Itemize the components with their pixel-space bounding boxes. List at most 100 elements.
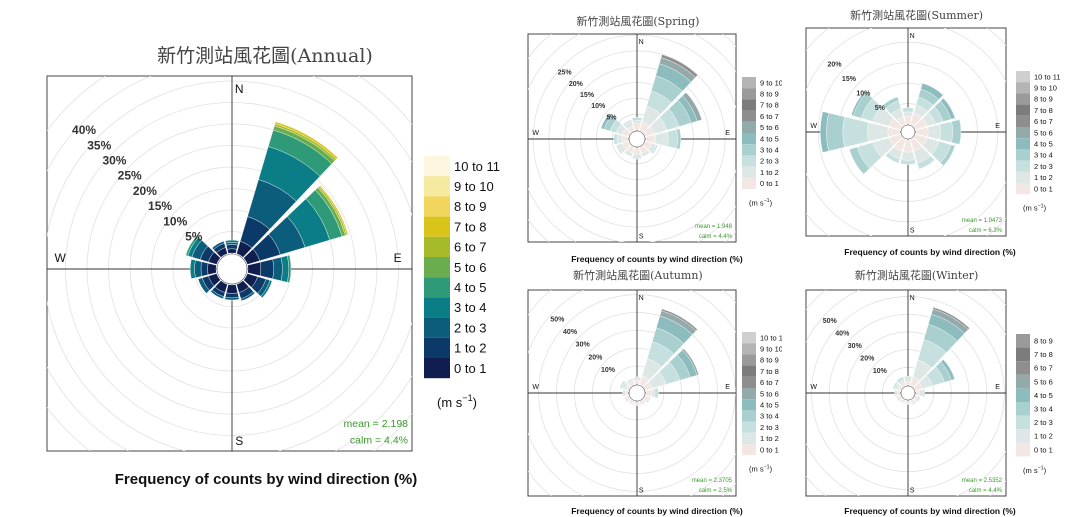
legend-unit-sup: −1 xyxy=(764,464,770,470)
legend-unit-tail: ) xyxy=(473,395,477,410)
sector-150 xyxy=(910,398,917,406)
wedge-bin-2 xyxy=(902,107,914,113)
wedge-bin-1 xyxy=(645,396,651,404)
wedge-bin-3 xyxy=(940,144,956,166)
sector-90 xyxy=(247,255,292,283)
wedge-bin-6 xyxy=(660,54,698,78)
wedge-bin-1 xyxy=(616,134,623,144)
legend-swatch xyxy=(424,236,450,257)
legend-swatch xyxy=(1016,361,1030,375)
direction-label-s: S xyxy=(235,434,243,448)
calm-circle xyxy=(628,130,646,148)
ring-label: 10% xyxy=(591,103,606,110)
sector-240 xyxy=(849,134,903,175)
legend-swatch xyxy=(742,155,756,167)
wedge-bin-0 xyxy=(633,147,641,155)
legend-swatch xyxy=(742,332,756,344)
chart-caption: Frequency of counts by wind direction (%… xyxy=(844,506,1016,516)
wedge-bin-1 xyxy=(632,153,642,160)
sector-30 xyxy=(910,307,970,388)
legend-label: 3 to 4 xyxy=(760,412,779,421)
plot-area: 5%10%15%20%25% 30%35%40% xyxy=(47,76,412,451)
wedge-bin-4 xyxy=(820,111,829,153)
wedge-bin-2 xyxy=(194,260,203,278)
plot-area: 10% 20% 30% 40% 50% xyxy=(528,290,736,496)
ring-label: 15% xyxy=(842,76,857,83)
sector-210 xyxy=(624,145,635,157)
legend-swatch xyxy=(424,297,450,318)
legend-swatch xyxy=(1016,160,1030,172)
wedge-bin-1 xyxy=(259,259,274,279)
sector-180 xyxy=(900,139,916,165)
legend-unit-tail: ) xyxy=(770,199,773,208)
legend-swatch xyxy=(424,196,450,217)
calm-circle xyxy=(216,253,248,285)
sector-180 xyxy=(632,147,642,160)
legend-swatch xyxy=(742,354,756,366)
legend-label: 0 to 1 xyxy=(1034,184,1053,193)
legend-label: 1 to 2 xyxy=(760,434,779,443)
legend-swatch xyxy=(742,388,756,400)
ring-label: 40% xyxy=(563,329,578,336)
ring-label: 20% xyxy=(860,355,875,362)
wedge-bin-0 xyxy=(905,400,911,404)
wedge-bin-3 xyxy=(190,259,196,279)
sector-300 xyxy=(600,112,631,137)
legend-swatch xyxy=(1016,183,1030,195)
legend-swatch xyxy=(424,216,450,237)
ring-label: 10% xyxy=(856,90,871,97)
legend-label: 4 to 5 xyxy=(1034,140,1053,149)
ring-label: 10% xyxy=(873,368,888,375)
sector-210 xyxy=(210,280,228,299)
legend-label: 10 to 11 xyxy=(1034,72,1061,81)
sector-330 xyxy=(882,96,906,127)
wedge-bin-1 xyxy=(905,403,911,405)
wedge-bin-1 xyxy=(640,401,646,406)
legend-label: 9 to 10 xyxy=(454,179,494,194)
wedge-bin-0 xyxy=(645,389,652,397)
windrose-svg: 新竹測站風花圖(Annual) 5%10%15%20%25% 30%35%40% N E… xyxy=(46,45,500,488)
ring-label: 30% xyxy=(102,153,126,167)
wedge-bin-2 xyxy=(240,291,256,302)
wedge-bin-0 xyxy=(621,135,629,143)
wedge-bin-1 xyxy=(633,376,641,381)
legend-unit-sup: −1 xyxy=(462,393,472,403)
ring-label: 40% xyxy=(835,330,850,337)
sector-210 xyxy=(885,137,906,164)
direction-label-s: S xyxy=(639,234,644,241)
wedge-bin-2 xyxy=(917,155,935,170)
legend-unit-tail: ) xyxy=(1044,204,1047,213)
legend-label: 8 to 9 xyxy=(1034,337,1053,346)
mean-stat: mean = 2.5352 xyxy=(962,478,1003,484)
sector-300 xyxy=(851,91,903,130)
sector-180 xyxy=(905,400,911,405)
sector-30 xyxy=(910,82,944,127)
chart-caption: Frequency of counts by wind direction (%… xyxy=(571,506,743,516)
wedge-bin-1 xyxy=(200,261,209,277)
windrose-panel-annual: 新竹測站風花圖(Annual) 5% 10% 15% 20% 25% 30% 35% 40% N E… xyxy=(0,36,500,506)
legend-unit-base: (m s xyxy=(749,465,764,474)
sector-330 xyxy=(896,376,906,388)
legend-swatch xyxy=(742,343,756,355)
direction-label-e: E xyxy=(725,130,730,137)
wedge-bin-5 xyxy=(682,92,703,122)
legend-swatch xyxy=(424,317,450,338)
legend-swatch xyxy=(1016,334,1030,348)
legend-label: 2 to 3 xyxy=(760,423,779,432)
wedge-bin-2 xyxy=(654,387,659,399)
legend-label: 5 to 6 xyxy=(1034,128,1053,137)
sector-120 xyxy=(913,395,921,403)
chart-title: 新竹測站風花圖(Winter) xyxy=(855,268,979,282)
direction-label-e: E xyxy=(394,251,402,265)
wedge-bin-3 xyxy=(260,280,273,299)
wedge-bin-2 xyxy=(900,159,916,165)
legend-label: 5 to 6 xyxy=(1034,377,1053,386)
calm-stat: calm = 4.4% xyxy=(969,488,1003,494)
legend-swatch xyxy=(742,166,756,178)
direction-label-s: S xyxy=(639,488,644,495)
wedge-bin-2 xyxy=(885,152,901,164)
legend-swatch xyxy=(742,444,756,456)
direction-label-n: N xyxy=(910,33,915,40)
wedge-bin-2 xyxy=(197,277,210,294)
